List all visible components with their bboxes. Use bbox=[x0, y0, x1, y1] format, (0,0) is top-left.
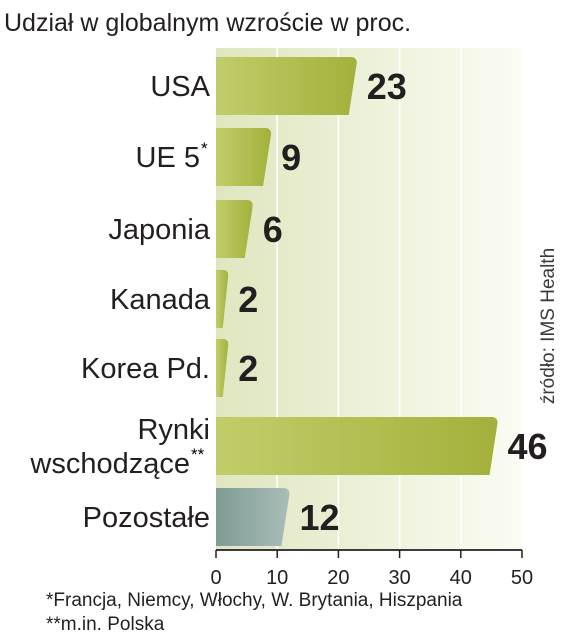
chart-title: Udział w globalnym wzroście w proc. bbox=[4, 9, 411, 37]
value-label: 9 bbox=[281, 137, 301, 178]
value-label: 46 bbox=[508, 426, 548, 467]
x-axis-ticks bbox=[215, 550, 523, 558]
category-labels: USA UE 5 * Japonia Kanada Korea Pd. Rynkiwscho… bbox=[29, 71, 210, 534]
value-label: 2 bbox=[238, 348, 258, 389]
bars bbox=[216, 57, 498, 546]
category-label: wschodzące bbox=[29, 448, 190, 480]
x-tick-label: 20 bbox=[327, 567, 349, 589]
x-tick-label: 50 bbox=[511, 567, 533, 589]
category-label: Pozostałe bbox=[83, 502, 210, 534]
category-label: USA bbox=[150, 71, 210, 103]
bar-1 bbox=[216, 57, 357, 115]
x-tick-label: 0 bbox=[210, 567, 221, 589]
bar-7 bbox=[216, 488, 290, 546]
bar-3 bbox=[216, 200, 253, 258]
value-label: 23 bbox=[367, 66, 407, 107]
footnote-1: *Francja, Niemcy, Włochy, W. Brytania, H… bbox=[46, 590, 463, 611]
value-label: 2 bbox=[238, 279, 258, 320]
footnote-2: **m.in. Polska bbox=[46, 614, 165, 635]
bar-5 bbox=[216, 339, 229, 397]
category-footnote-marker: * bbox=[201, 139, 208, 158]
source-note: źródło: IMS Health bbox=[538, 248, 559, 404]
category-footnote-marker: ** bbox=[191, 445, 205, 464]
x-tick-label: 10 bbox=[266, 567, 288, 589]
value-label: 6 bbox=[263, 209, 283, 250]
category-label: Rynki bbox=[137, 414, 210, 446]
category-label: Kanada bbox=[110, 284, 211, 316]
category-label: Japonia bbox=[108, 214, 210, 246]
category-label: Korea Pd. bbox=[81, 353, 210, 385]
x-tick-label: 30 bbox=[388, 567, 410, 589]
bar-6 bbox=[216, 417, 498, 475]
x-axis-tick-labels: 0 10 20 30 40 50 bbox=[210, 567, 533, 589]
value-label: 12 bbox=[299, 497, 339, 538]
bar-4 bbox=[216, 270, 229, 328]
bar-2 bbox=[216, 128, 272, 186]
category-label: UE 5 bbox=[136, 142, 200, 174]
x-tick-label: 40 bbox=[450, 567, 472, 589]
